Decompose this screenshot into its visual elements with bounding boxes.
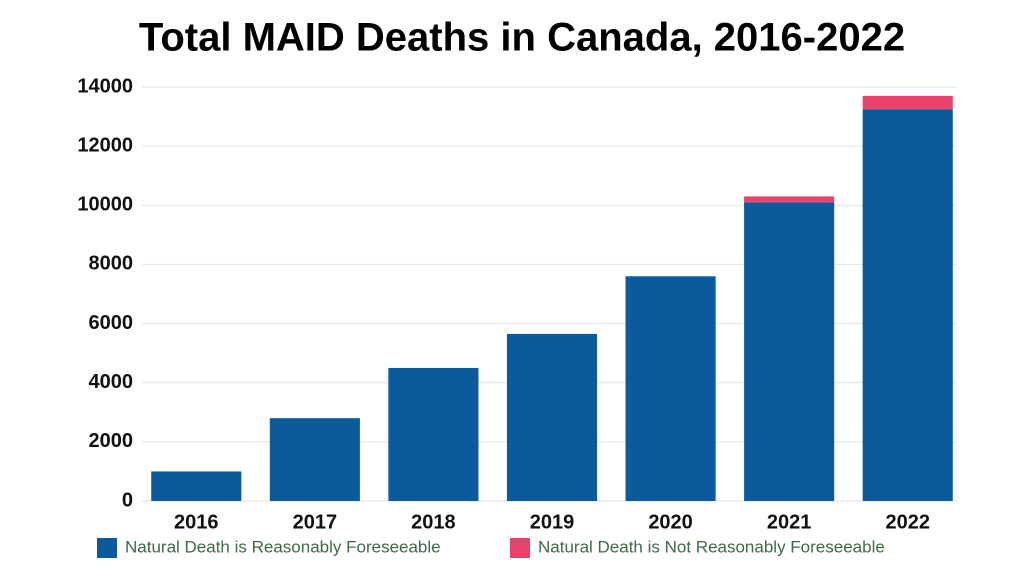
bar-segment	[269, 418, 360, 501]
bar-segment	[151, 471, 242, 501]
x-tick-label: 2019	[530, 511, 575, 533]
bar-segment	[862, 109, 953, 501]
y-tick-label: 0	[122, 489, 133, 511]
y-tick-label: 10000	[77, 194, 133, 216]
bar-segment	[744, 202, 835, 502]
y-tick-label: 6000	[89, 312, 134, 334]
legend-label: Natural Death is Reasonably Foreseeable	[125, 537, 441, 556]
bar-segment	[506, 333, 598, 501]
y-tick-label: 12000	[77, 134, 133, 156]
legend-label: Natural Death is Not Reasonably Foreseea…	[538, 537, 885, 556]
y-tick-label: 4000	[89, 371, 134, 393]
legend-swatch	[97, 538, 117, 558]
y-tick-label: 2000	[89, 430, 134, 452]
bar-segment	[388, 367, 479, 501]
x-tick-label: 2021	[767, 511, 812, 533]
chart-title: Total MAID Deaths in Canada, 2016-2022	[139, 16, 905, 60]
x-tick-label: 2022	[885, 511, 930, 533]
bar-segment	[625, 276, 716, 501]
x-tick-label: 2017	[293, 511, 338, 533]
x-tick-label: 2016	[174, 511, 219, 533]
x-tick-label: 2018	[411, 511, 456, 533]
bar-segment	[744, 196, 835, 203]
y-tick-label: 14000	[77, 75, 133, 97]
x-tick-label: 2020	[648, 511, 693, 533]
y-tick-label: 8000	[89, 253, 134, 275]
bar-segment	[862, 95, 953, 110]
legend-swatch	[510, 538, 530, 558]
